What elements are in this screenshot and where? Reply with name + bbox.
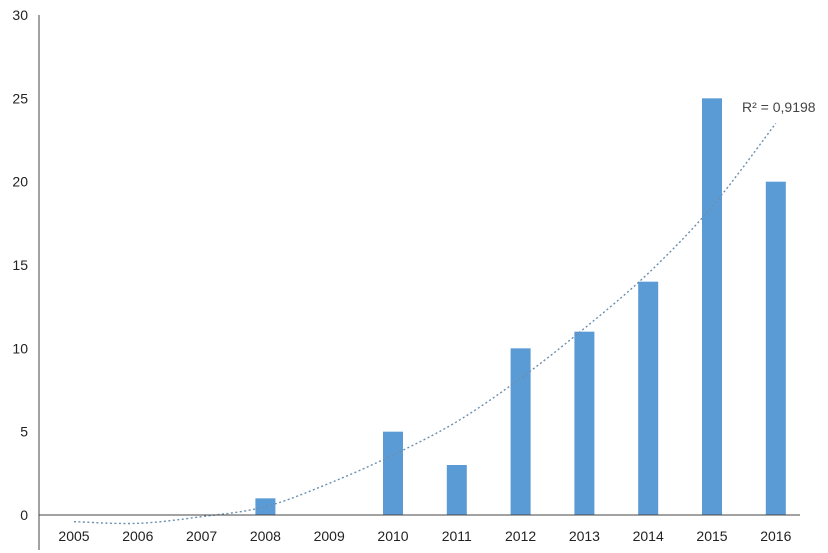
x-tick-label: 2014: [633, 528, 664, 544]
y-tick-label: 0: [20, 507, 28, 523]
bar-2010: [383, 431, 403, 515]
bar-2008: [255, 498, 276, 515]
x-axis-labels: 2005 2006 2007 2008 2009 2010 2011 2012 2013 2014…: [58, 528, 791, 544]
bar-2011: [446, 465, 467, 515]
r-squared-label: R² = 0,9198: [742, 99, 816, 115]
y-tick-label: 15: [12, 257, 28, 273]
bar-2012: [510, 348, 531, 515]
bar-2015: [702, 98, 722, 515]
y-tick-label: 5: [20, 424, 28, 440]
bar-2013: [574, 331, 595, 515]
trendline: [73, 122, 777, 525]
x-tick-label: 2015: [696, 528, 727, 544]
y-tick-label: 25: [12, 90, 28, 106]
bars: [255, 98, 786, 515]
x-tick-label: 2010: [377, 528, 408, 544]
x-tick-label: 2005: [58, 528, 89, 544]
bar-2016: [765, 181, 786, 515]
bar-2014: [638, 281, 659, 515]
x-tick-label: 2006: [122, 528, 153, 544]
x-tick-label: 2009: [314, 528, 345, 544]
x-tick-label: 2007: [186, 528, 217, 544]
y-tick-label: 20: [12, 174, 28, 190]
x-tick-label: 2011: [442, 528, 472, 544]
y-axis-ticks: 0 5 10 15 20 25 30: [12, 7, 28, 523]
y-tick-label: 30: [12, 7, 28, 23]
x-tick-label: 2013: [569, 528, 600, 544]
x-tick-label: 2008: [250, 528, 281, 544]
x-tick-label: 2016: [760, 528, 791, 544]
x-tick-label: 2012: [505, 528, 536, 544]
y-tick-label: 10: [12, 340, 28, 356]
